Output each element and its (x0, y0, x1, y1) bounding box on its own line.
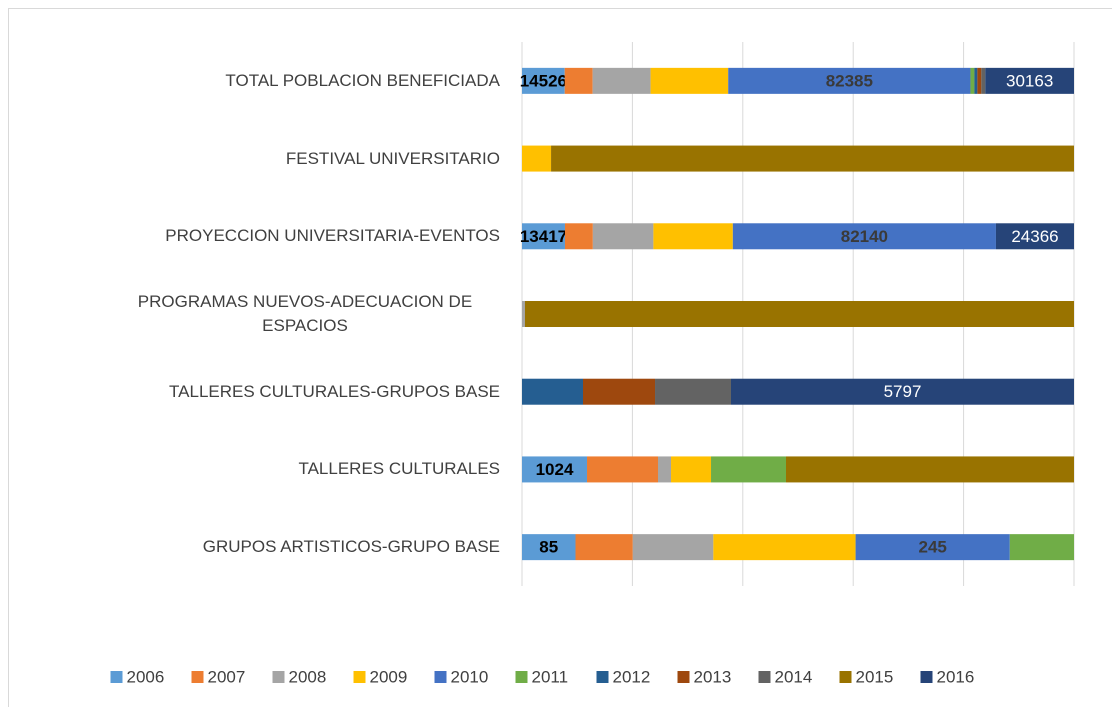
data-label: 24366 (1011, 227, 1058, 246)
bar-segment (522, 301, 525, 327)
bar-segment (632, 534, 714, 561)
bar-segment (575, 534, 633, 561)
bar-segment (653, 223, 733, 250)
bar-segment (855, 534, 1010, 561)
data-label: 13417 (520, 227, 567, 246)
category-label: GRUPOS ARTISTICOS-GRUPO BASE (202, 537, 500, 557)
data-label: 1024 (536, 460, 574, 479)
legend-label: 2009 (370, 667, 408, 686)
legend-swatch (353, 671, 366, 683)
data-label: 5797 (884, 382, 922, 401)
bar-segment (713, 534, 856, 561)
bar-segment (522, 67, 565, 94)
bar-segment (522, 223, 565, 250)
bar-segment (522, 534, 576, 561)
bar-segment (655, 378, 731, 405)
data-label: 245 (919, 538, 947, 557)
legend-swatch (920, 671, 933, 683)
bar-segment (522, 145, 552, 172)
bar-segment (711, 456, 786, 483)
bar-segment (592, 223, 654, 250)
data-label: 82385 (826, 71, 873, 90)
legend-swatch (434, 671, 447, 683)
category-label: TALLERES CULTURALES-GRUPOS BASE (169, 381, 500, 401)
bar-segment (583, 378, 656, 405)
legend-swatch (677, 671, 690, 683)
bar-segment (524, 301, 1074, 327)
bar-segment (658, 456, 672, 483)
legend-swatch (758, 671, 771, 683)
bar-segment (977, 67, 982, 94)
category-label: FESTIVAL UNIVERSITARIO (285, 148, 500, 168)
bar-segment (732, 223, 996, 250)
bar-segment (671, 456, 712, 483)
data-label: 82140 (841, 227, 888, 246)
bar-segment (970, 67, 975, 94)
data-label: 85 (539, 538, 558, 557)
legend-label: 2008 (289, 667, 327, 686)
legend-label: 2014 (775, 667, 813, 686)
category-label: PROYECCION UNIVERSITARIA-EVENTOS (165, 226, 500, 246)
legend-swatch (110, 671, 123, 683)
bar-segment (728, 67, 971, 94)
legend-label: 2013 (694, 667, 732, 686)
data-label: 30163 (1006, 71, 1053, 90)
bar-segment (592, 67, 651, 94)
legend-swatch (272, 671, 285, 683)
bar-segment (730, 378, 1074, 405)
bar-segment (564, 67, 593, 94)
legend-swatch (596, 671, 609, 683)
bar-segment (522, 456, 588, 483)
legend-label: 2015 (856, 667, 894, 686)
bar-segment (551, 145, 1074, 172)
bar-segment (995, 223, 1074, 250)
bar-segment (522, 378, 584, 405)
legend-swatch (515, 671, 528, 683)
legend-label: 2007 (208, 667, 246, 686)
legend-label: 2010 (451, 667, 489, 686)
chart-border (8, 8, 1112, 707)
category-label: TALLERES CULTURALES (298, 459, 500, 479)
legend-label: 2006 (127, 667, 165, 686)
bar-segment (650, 67, 729, 94)
bar-segment (974, 67, 978, 94)
legend-swatch (191, 671, 204, 683)
bar-segment (985, 67, 1074, 94)
bar-segment (564, 223, 593, 250)
category-label: TOTAL POBLACION BENEFICIADA (225, 70, 500, 90)
bar-segment (1009, 534, 1074, 561)
bar-segment (981, 67, 986, 94)
bar-segment (587, 456, 658, 483)
category-label: PROGRAMAS NUEVOS-ADECUACION DE ESPACIOS (137, 292, 473, 335)
data-label: 14526 (520, 71, 567, 90)
legend-swatch (839, 671, 852, 683)
legend-label: 2011 (532, 667, 569, 686)
bar-segment (786, 456, 1074, 483)
legend-label: 2012 (613, 667, 651, 686)
legend-label: 2016 (937, 667, 975, 686)
